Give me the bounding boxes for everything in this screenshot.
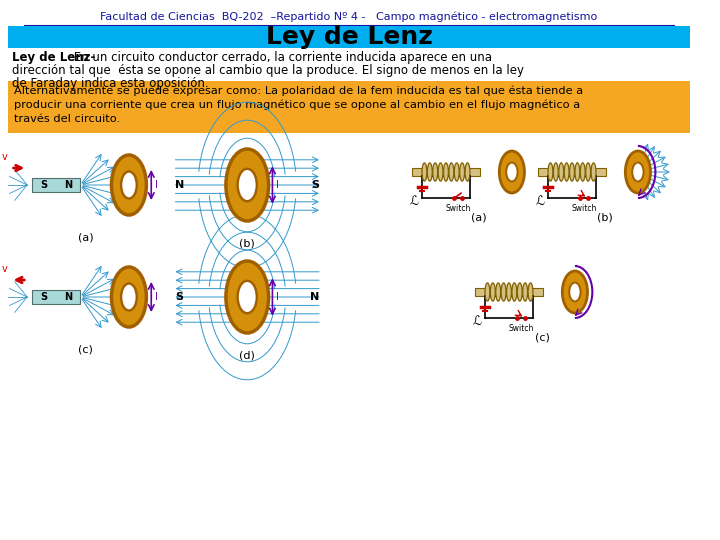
FancyBboxPatch shape	[8, 26, 690, 48]
Ellipse shape	[454, 163, 459, 181]
Text: Switch: Switch	[572, 204, 597, 213]
Ellipse shape	[564, 163, 569, 181]
Ellipse shape	[575, 163, 580, 181]
Ellipse shape	[238, 281, 257, 313]
Text: En un circuito conductor cerrado, la corriente inducida aparece en una: En un circuito conductor cerrado, la cor…	[70, 51, 492, 64]
Ellipse shape	[625, 151, 651, 193]
Text: I: I	[155, 180, 158, 190]
Text: v: v	[2, 264, 8, 274]
Text: dirección tal que  ésta se opone al cambio que la produce. El signo de menos en : dirección tal que ésta se opone al cambi…	[12, 64, 523, 77]
Ellipse shape	[507, 283, 511, 301]
Ellipse shape	[438, 163, 443, 181]
Bar	[538, 168, 606, 176]
Ellipse shape	[112, 155, 146, 215]
Ellipse shape	[485, 283, 490, 301]
Text: v: v	[2, 152, 8, 162]
Ellipse shape	[632, 163, 644, 181]
Bar	[32, 290, 81, 304]
Text: I: I	[276, 180, 279, 190]
Text: S: S	[40, 292, 48, 302]
Text: (c): (c)	[78, 345, 93, 355]
Ellipse shape	[449, 163, 454, 181]
Ellipse shape	[433, 163, 438, 181]
Text: S: S	[311, 180, 319, 190]
Ellipse shape	[570, 163, 575, 181]
Text: S: S	[176, 292, 184, 302]
Text: I: I	[276, 292, 279, 302]
Text: través del circuito.: través del circuito.	[14, 114, 120, 124]
Text: de Faraday indica esta oposición.: de Faraday indica esta oposición.	[12, 77, 208, 90]
Ellipse shape	[501, 283, 506, 301]
Ellipse shape	[226, 261, 269, 333]
Ellipse shape	[528, 283, 533, 301]
Text: ℒ: ℒ	[472, 315, 482, 328]
Text: Facultad de Ciencias  BQ-202  –Repartido Nº 4 -   Campo magnético - electromagne: Facultad de Ciencias BQ-202 –Repartido N…	[100, 12, 598, 23]
Ellipse shape	[580, 163, 585, 181]
Ellipse shape	[444, 163, 449, 181]
Text: N: N	[310, 292, 320, 302]
Ellipse shape	[496, 283, 500, 301]
Text: N: N	[64, 180, 73, 190]
Text: (c): (c)	[534, 333, 549, 343]
Ellipse shape	[570, 282, 580, 301]
Text: Ley de Lenz-: Ley de Lenz-	[12, 51, 95, 64]
Ellipse shape	[112, 267, 146, 327]
Text: ℒ: ℒ	[536, 195, 544, 208]
Text: (d): (d)	[239, 351, 255, 361]
Ellipse shape	[523, 283, 528, 301]
Ellipse shape	[490, 283, 495, 301]
Bar	[412, 168, 480, 176]
Ellipse shape	[559, 163, 564, 181]
Text: I: I	[155, 292, 158, 302]
Ellipse shape	[512, 283, 517, 301]
Ellipse shape	[238, 169, 257, 201]
Text: Switch: Switch	[508, 323, 534, 333]
Ellipse shape	[586, 163, 590, 181]
Ellipse shape	[554, 163, 558, 181]
Ellipse shape	[518, 283, 522, 301]
Ellipse shape	[506, 163, 518, 181]
Bar	[475, 288, 543, 296]
Text: (b): (b)	[597, 213, 613, 223]
Text: (b): (b)	[239, 239, 255, 249]
Ellipse shape	[121, 172, 137, 199]
Ellipse shape	[499, 151, 524, 193]
Text: (a): (a)	[78, 233, 93, 243]
Ellipse shape	[428, 163, 432, 181]
Text: N: N	[64, 292, 73, 302]
Text: ℒ: ℒ	[410, 195, 418, 208]
Ellipse shape	[121, 284, 137, 310]
Text: N: N	[175, 180, 184, 190]
Ellipse shape	[465, 163, 470, 181]
Text: (a): (a)	[471, 213, 487, 223]
Ellipse shape	[422, 163, 427, 181]
Text: Ley de Lenz: Ley de Lenz	[266, 25, 433, 49]
FancyBboxPatch shape	[8, 81, 690, 133]
Text: Switch: Switch	[446, 204, 471, 213]
Ellipse shape	[562, 271, 588, 313]
Text: Alternativamente se puede expresar como: La polaridad de la fem inducida es tal : Alternativamente se puede expresar como:…	[14, 86, 582, 97]
Ellipse shape	[226, 149, 269, 221]
Ellipse shape	[591, 163, 596, 181]
Text: S: S	[40, 180, 48, 190]
Bar	[32, 178, 81, 192]
Ellipse shape	[459, 163, 464, 181]
Text: producir una corriente que crea un flujo magnético que se opone al cambio en el : producir una corriente que crea un flujo…	[14, 100, 580, 111]
Ellipse shape	[548, 163, 553, 181]
